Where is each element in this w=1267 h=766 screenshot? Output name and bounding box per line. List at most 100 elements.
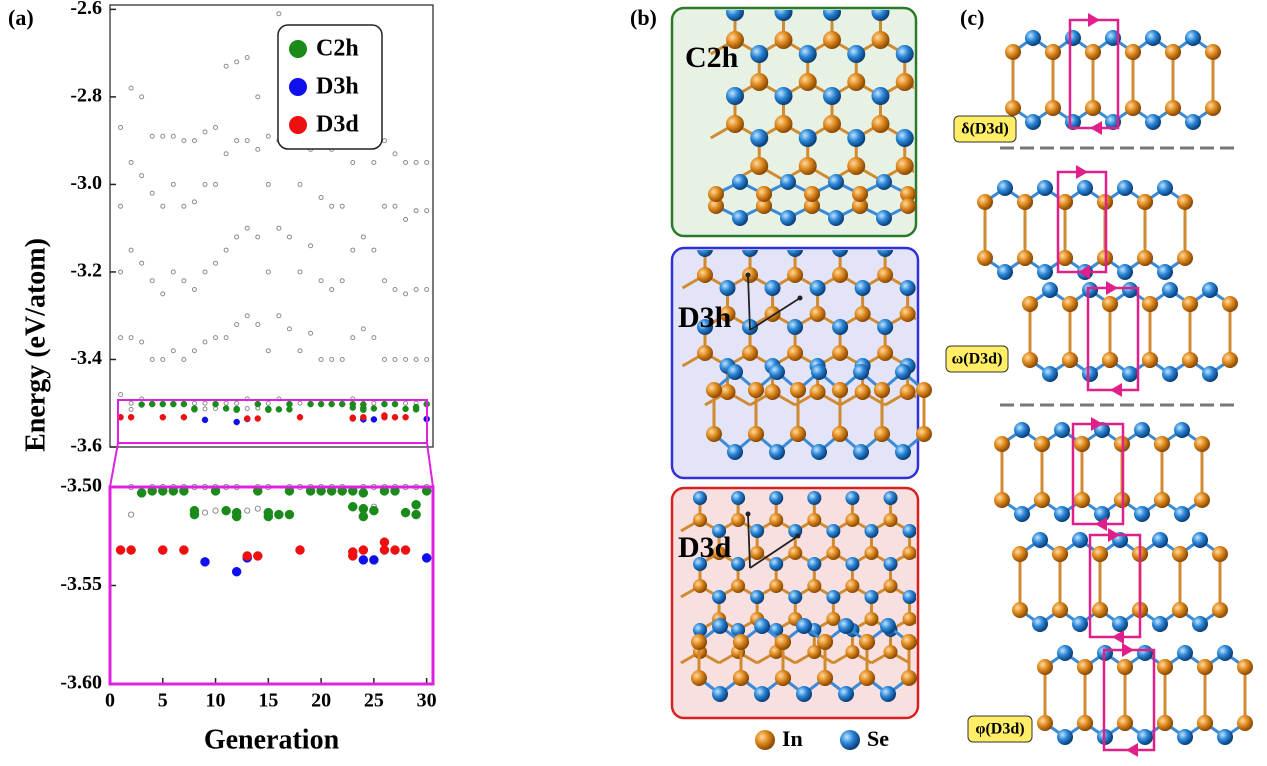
data-point: [318, 356, 324, 362]
se-atom: [798, 129, 817, 147]
data-point: [139, 339, 145, 345]
se-atom: [769, 491, 784, 505]
in-atom: [895, 157, 914, 175]
data-point: [350, 247, 356, 253]
in-atom: [708, 198, 724, 214]
x-tick-label: 10: [206, 690, 226, 712]
in-atom: [847, 157, 866, 175]
ribbon: [1022, 282, 1238, 382]
data-point: [265, 133, 271, 139]
legend-marker: [289, 78, 307, 96]
in-atom: [742, 345, 759, 361]
data-point: [412, 406, 420, 413]
y-tick-label: -3.2: [70, 260, 102, 282]
data-point: [191, 286, 197, 292]
in-atom: [1137, 250, 1153, 266]
data-point: [297, 348, 303, 354]
in-atom: [764, 384, 781, 400]
plot-frame: [109, 4, 434, 448]
data-point: [234, 138, 240, 144]
data-point: [191, 199, 197, 205]
data-point: [201, 416, 209, 424]
se-atom: [864, 590, 879, 604]
in-atom: [859, 670, 875, 686]
data-point: [339, 278, 345, 284]
stacking-tag: [945, 345, 1009, 373]
in-atom: [847, 73, 866, 91]
in-atom: [895, 73, 914, 91]
in-atom: [731, 513, 746, 527]
in-atom: [1142, 296, 1158, 312]
structure-label: D3h: [678, 301, 732, 334]
data-point: [263, 511, 274, 522]
lattice-vector: [747, 513, 751, 569]
se-atom: [895, 364, 911, 380]
data-point: [234, 234, 240, 240]
se-atom: [1174, 506, 1190, 522]
in-atom: [1237, 715, 1253, 731]
cell-arrow: [1108, 528, 1120, 542]
data-point: [148, 400, 156, 408]
data-point: [369, 505, 379, 516]
data-point: [160, 203, 166, 209]
in-atom: [822, 115, 841, 133]
in-atom: [1052, 546, 1068, 562]
data-point: [265, 406, 272, 414]
se-atom: [769, 444, 785, 460]
data-point: [276, 11, 282, 17]
data-point: [392, 356, 398, 362]
data-point: [381, 138, 387, 144]
in-atom: [712, 546, 727, 560]
in-atom: [864, 546, 879, 560]
in-atom: [899, 384, 916, 400]
se-atom: [1162, 282, 1178, 298]
data-point: [255, 94, 261, 100]
se-atom: [1192, 532, 1208, 548]
in-atom: [804, 186, 820, 202]
in-atom: [1045, 44, 1061, 60]
data-point: [339, 356, 345, 362]
data-point: [212, 400, 219, 408]
in-atom: [871, 31, 890, 49]
in-atom: [748, 382, 764, 398]
in-atom: [1212, 546, 1228, 562]
data-point: [160, 291, 166, 297]
se-atom: [822, 10, 841, 21]
in-atom: [1037, 659, 1053, 675]
se-atom: [712, 590, 727, 604]
in-atom: [977, 250, 993, 266]
data-point: [371, 160, 377, 166]
data-point: [297, 400, 303, 406]
in-atom: [832, 426, 848, 442]
data-point: [118, 125, 124, 131]
stacking-label: φ(D3d): [975, 721, 1024, 738]
in-atom: [1154, 436, 1170, 452]
in-atom: [1194, 436, 1210, 452]
y-axis-label: Energy (eV/atom): [20, 238, 51, 452]
in-atom: [1057, 194, 1073, 210]
in-atom: [832, 267, 849, 283]
lattice: [710, 10, 914, 182]
se-atom: [1134, 506, 1150, 522]
in-atom: [916, 382, 932, 398]
se-atom: [876, 174, 892, 190]
se-atom: [727, 364, 743, 380]
data-point: [413, 208, 419, 214]
data-point: [181, 203, 187, 209]
data-point: [421, 553, 432, 563]
cell-arrow: [1076, 165, 1088, 179]
data-point: [329, 286, 335, 292]
data-point: [265, 400, 271, 406]
data-point: [297, 269, 303, 275]
data-point: [160, 356, 166, 362]
se-atom: [1185, 114, 1201, 130]
stacking-label: ω(D3d): [952, 351, 1003, 368]
data-point: [170, 133, 176, 139]
data-point: [223, 335, 229, 341]
legend-marker: [289, 116, 307, 134]
data-point: [308, 243, 314, 249]
in-atom: [845, 579, 860, 593]
in-atom: [1102, 296, 1118, 312]
se-atom: [1145, 114, 1161, 130]
cell-arrow: [1110, 383, 1122, 397]
